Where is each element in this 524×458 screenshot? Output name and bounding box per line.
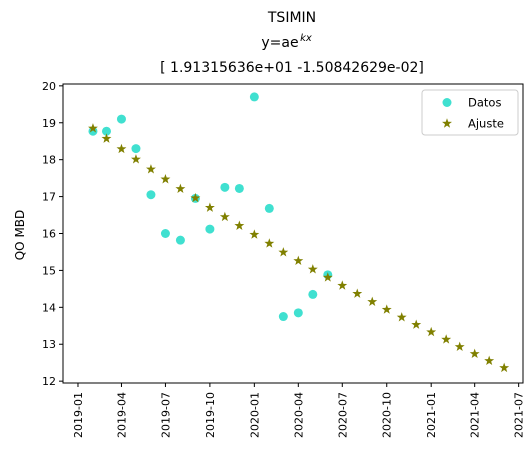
y-tick-label: 19	[42, 117, 56, 130]
data-point-datos	[205, 224, 215, 234]
legend-marker-ajuste	[442, 118, 452, 128]
data-point-ajuste	[219, 211, 230, 222]
data-point-ajuste	[441, 334, 452, 344]
series-ajuste	[88, 123, 510, 373]
data-point-datos	[88, 126, 98, 136]
data-point-ajuste	[204, 202, 215, 212]
data-point-ajuste	[499, 362, 510, 373]
chart-title-line-1: TSIMIN	[267, 10, 316, 26]
data-point-ajuste	[101, 133, 112, 143]
data-point-ajuste	[352, 288, 363, 298]
data-point-ajuste	[337, 280, 348, 290]
x-tick-label: 2019-04	[115, 392, 128, 438]
data-point-datos	[249, 92, 259, 102]
data-point-ajuste	[307, 264, 318, 274]
data-point-ajuste	[264, 238, 275, 248]
data-point-datos	[131, 144, 141, 154]
data-point-datos	[234, 183, 244, 193]
y-tick-label: 12	[42, 375, 56, 388]
data-point-ajuste	[146, 164, 156, 174]
data-point-datos	[101, 126, 111, 136]
data-point-ajuste	[469, 348, 480, 359]
y-tick-label: 20	[42, 80, 56, 93]
data-point-ajuste	[116, 143, 127, 154]
series-datos	[88, 92, 333, 322]
data-point-datos	[293, 308, 303, 318]
data-point-ajuste	[381, 304, 392, 314]
data-point-ajuste	[160, 174, 171, 184]
data-point-ajuste	[131, 154, 141, 164]
y-tick-label: 15	[42, 264, 56, 277]
data-point-datos	[220, 182, 230, 192]
x-tick-label: 2020-10	[381, 392, 394, 438]
y-axis-label: QO MBD	[13, 210, 27, 261]
data-point-datos	[146, 190, 156, 200]
data-point-ajuste	[454, 341, 465, 352]
chart-title-line-2: y=ae	[261, 35, 298, 51]
legend-label-datos: Datos	[468, 96, 501, 110]
data-point-ajuste	[249, 229, 260, 239]
data-point-datos	[264, 203, 274, 213]
data-point-ajuste	[190, 192, 201, 203]
data-point-datos	[308, 289, 318, 299]
data-point-ajuste	[322, 272, 333, 282]
data-point-datos	[116, 114, 126, 124]
x-tick-label: 2019-01	[72, 392, 85, 438]
y-tick-label: 17	[42, 191, 56, 204]
x-tick-label: 2020-07	[336, 392, 349, 438]
x-tick-label: 2021-01	[425, 392, 438, 438]
x-axis-ticks: 2019-01 2019-04 2019-07 2019-10 2020-01 2020-…	[72, 383, 524, 438]
x-tick-label: 2021-04	[469, 392, 482, 438]
y-tick-label: 18	[42, 154, 56, 167]
chart-title-line-3: [ 1.91315636e+01 -1.50842629e-02]	[160, 60, 424, 76]
chart-title-exponent: kx	[300, 33, 312, 44]
data-point-datos	[160, 229, 170, 238]
data-point-ajuste	[396, 312, 407, 322]
data-point-ajuste	[293, 255, 304, 266]
legend-marker-datos	[442, 98, 452, 107]
y-tick-label: 13	[42, 338, 56, 351]
x-tick-label: 2019-07	[159, 392, 172, 438]
data-point-ajuste	[88, 123, 98, 133]
data-point-ajuste	[234, 220, 245, 230]
data-point-datos	[278, 312, 288, 322]
data-point-ajuste	[367, 296, 378, 306]
data-point-ajuste	[175, 183, 186, 194]
x-tick-label: 2019-10	[204, 392, 217, 438]
data-point-datos	[175, 235, 185, 245]
y-tick-label: 14	[42, 301, 56, 314]
x-tick-label: 2020-01	[248, 392, 261, 438]
y-axis-ticks: 12 13 14 15 16 17 18 19 20	[42, 80, 63, 388]
data-point-ajuste	[426, 326, 437, 337]
x-tick-label: 2021-07	[513, 392, 524, 438]
y-tick-label: 16	[42, 228, 56, 241]
data-point-ajuste	[411, 319, 422, 329]
x-tick-label: 2020-04	[292, 392, 305, 438]
data-point-ajuste	[484, 355, 495, 366]
legend-label-ajuste: Ajuste	[468, 117, 504, 131]
data-point-ajuste	[278, 247, 289, 257]
legend: Datos Ajuste	[421, 89, 519, 136]
